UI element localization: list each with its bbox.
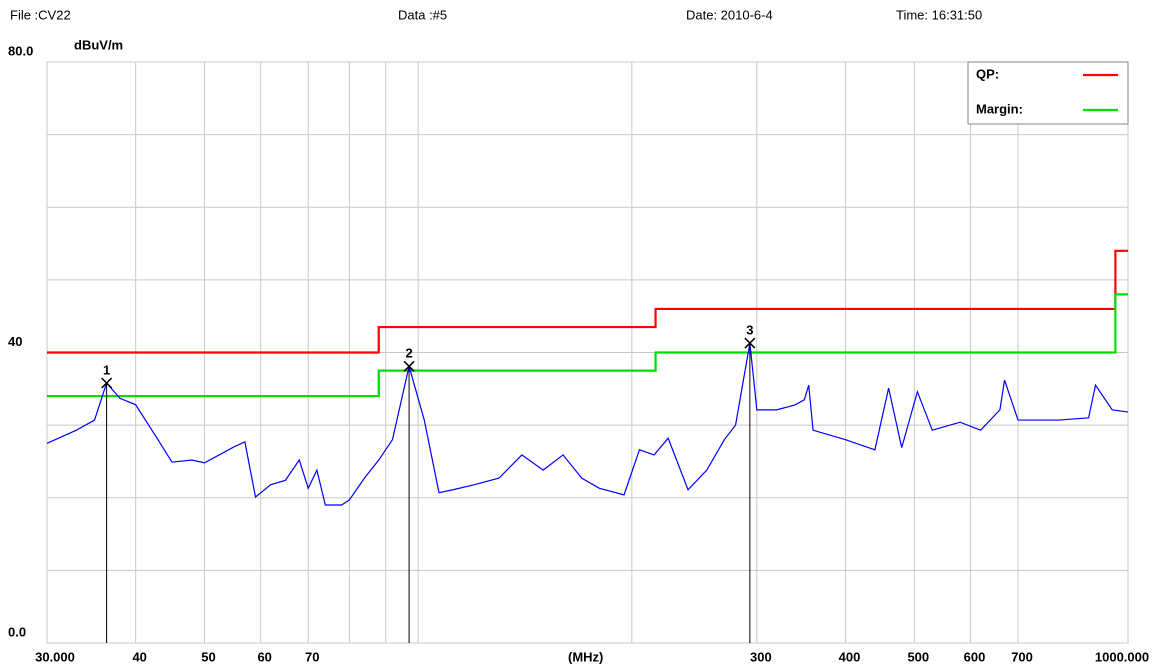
info-time: Time: 16:31:50 (896, 7, 982, 22)
x-tick-label: 50 (201, 649, 215, 664)
marker-cross (101, 377, 113, 389)
series-line (46, 342, 1129, 506)
series-line (47, 249, 1128, 354)
info-date: Date: 2010-6-4 (686, 7, 773, 22)
legend-box (967, 61, 1129, 125)
x-tick-label: 700 (1011, 649, 1033, 664)
marker-label: 3 (746, 322, 753, 337)
y-tick-label: 80.0 (8, 43, 33, 58)
x-tick-label: 400 (839, 649, 861, 664)
marker-cross (744, 337, 756, 349)
x-tick-label: 300 (750, 649, 772, 664)
legend-label: Margin: (976, 101, 1023, 116)
x-tick-label: 70 (305, 649, 319, 664)
y-tick-label: 40 (8, 334, 22, 349)
x-axis-label: (MHz) (568, 649, 603, 664)
marker-label: 2 (405, 346, 412, 361)
series-line (47, 293, 1128, 398)
marker-label: 1 (103, 362, 110, 377)
info-data: Data :#5 (398, 7, 447, 22)
marker-cross (403, 360, 415, 372)
legend-label: QP: (976, 66, 999, 81)
x-tick-label: 1000.000 (1095, 649, 1149, 664)
y-tick-label: 0.0 (8, 624, 26, 639)
y-axis-label: dBuV/m (74, 37, 123, 52)
info-file: File :CV22 (10, 7, 71, 22)
x-tick-label: 60 (257, 649, 271, 664)
x-tick-label: 500 (907, 649, 929, 664)
x-tick-label: 40 (132, 649, 146, 664)
x-tick-label: 600 (964, 649, 986, 664)
x-tick-label: 30.000 (35, 649, 75, 664)
